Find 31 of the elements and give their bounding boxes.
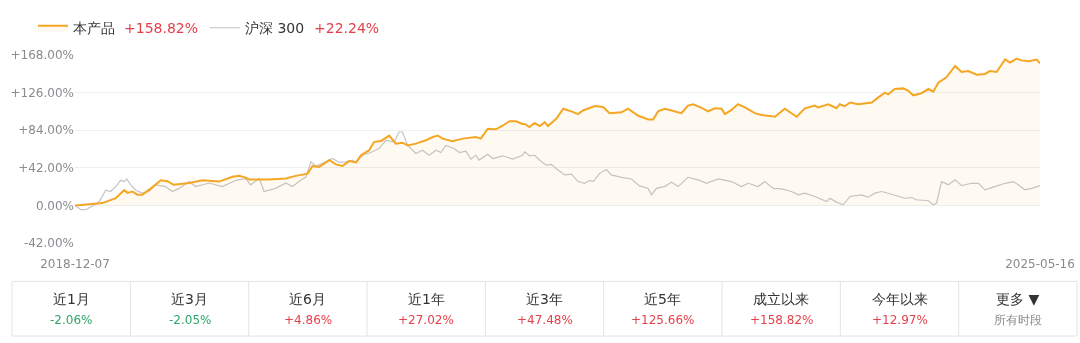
text: +22.24%	[314, 20, 380, 36]
text: +158.82%	[750, 313, 814, 327]
text: +27.02%	[398, 313, 454, 327]
y-tick-label: +84.00%	[18, 123, 74, 138]
text: +12.97%	[872, 313, 928, 327]
y-tick-label: +42.00%	[18, 161, 74, 175]
text: 近1月	[53, 291, 90, 307]
text: 更多 ▼	[996, 291, 1040, 307]
text: 今年以来	[872, 291, 928, 307]
text: -2.05%	[169, 313, 212, 327]
x-tick-label: 2018-12-07	[40, 257, 110, 271]
legend-label: 沪深 300	[245, 20, 305, 37]
text: 所有时段	[994, 313, 1042, 327]
y-tick-label: -42.00%	[23, 236, 74, 251]
text: 近3年	[526, 291, 563, 307]
text: +125.66%	[631, 313, 695, 327]
y-tick-label: +168.00%	[10, 48, 74, 63]
text: 近6月	[289, 291, 326, 307]
legend-label: 本产品	[73, 20, 115, 37]
text: +47.48%	[517, 313, 573, 327]
y-tick-label: +126.00%	[10, 85, 74, 100]
text: 成立以来	[753, 291, 809, 307]
text: +158.82%	[124, 20, 199, 36]
text: -2.06%	[50, 313, 93, 327]
text: 近3月	[171, 291, 208, 307]
x-tick-label: 2025-05-16	[1005, 257, 1075, 271]
text: 近1年	[408, 291, 445, 307]
line-series	[75, 131, 1040, 211]
text: +4.86%	[284, 313, 333, 327]
text: 近5年	[644, 291, 681, 307]
y-tick-label: 0.00%	[35, 198, 74, 213]
